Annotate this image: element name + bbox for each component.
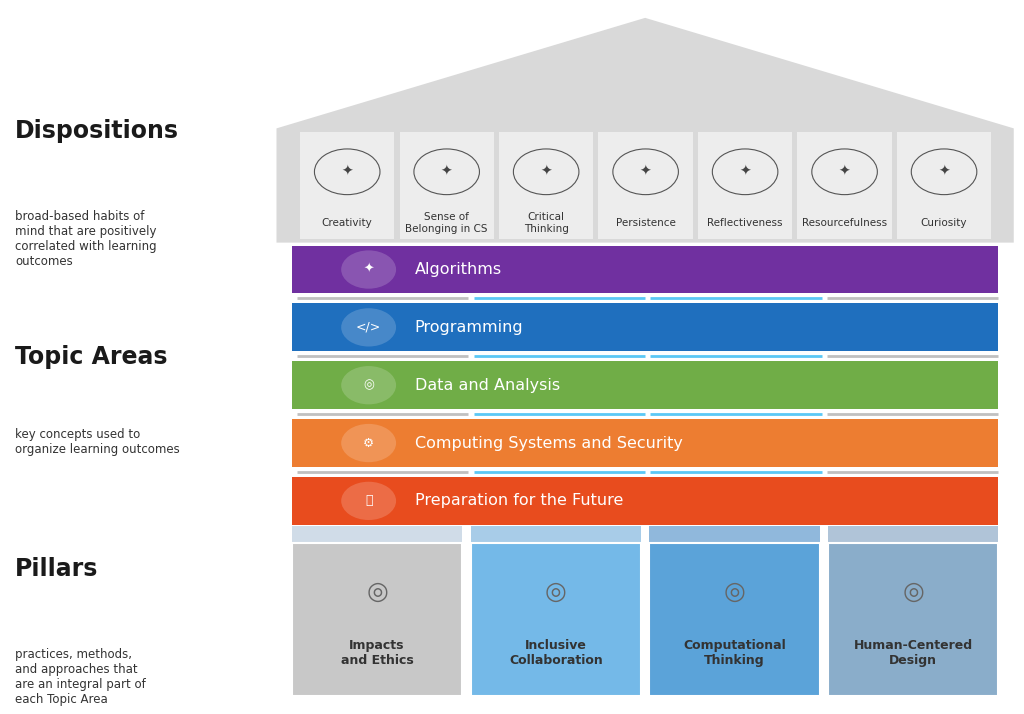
Text: Reflectiveness: Reflectiveness xyxy=(708,218,783,228)
FancyBboxPatch shape xyxy=(292,419,998,467)
Text: Computational
Thinking: Computational Thinking xyxy=(683,639,785,667)
Text: ◎: ◎ xyxy=(902,580,924,604)
FancyBboxPatch shape xyxy=(300,132,394,239)
FancyBboxPatch shape xyxy=(292,303,998,351)
Text: ◎: ◎ xyxy=(724,580,745,604)
Text: ✦: ✦ xyxy=(938,165,950,178)
Text: Data and Analysis: Data and Analysis xyxy=(415,378,560,393)
Text: Creativity: Creativity xyxy=(322,218,373,228)
Text: ⏰: ⏰ xyxy=(365,494,373,508)
FancyBboxPatch shape xyxy=(798,132,892,239)
Circle shape xyxy=(341,366,396,404)
Text: Critical
Thinking: Critical Thinking xyxy=(523,212,568,234)
Circle shape xyxy=(341,308,396,346)
FancyBboxPatch shape xyxy=(292,246,998,293)
Text: Inclusive
Collaboration: Inclusive Collaboration xyxy=(509,639,603,667)
FancyBboxPatch shape xyxy=(292,477,998,525)
Text: Topic Areas: Topic Areas xyxy=(15,345,168,368)
Text: ✦: ✦ xyxy=(640,165,651,178)
FancyBboxPatch shape xyxy=(827,543,998,696)
Text: Resourcefulness: Resourcefulness xyxy=(802,218,887,228)
Text: Programming: Programming xyxy=(415,320,523,335)
Text: Human-Centered
Design: Human-Centered Design xyxy=(854,639,973,667)
Polygon shape xyxy=(827,526,998,543)
Text: ◎: ◎ xyxy=(367,580,388,604)
FancyBboxPatch shape xyxy=(598,132,693,239)
Text: practices, methods,
and approaches that
are an integral part of
each Topic Area: practices, methods, and approaches that … xyxy=(15,648,146,706)
Circle shape xyxy=(341,482,396,520)
Text: Computing Systems and Security: Computing Systems and Security xyxy=(415,436,683,451)
Text: ◎: ◎ xyxy=(545,580,566,604)
Text: ✦: ✦ xyxy=(341,165,353,178)
Text: Preparation for the Future: Preparation for the Future xyxy=(415,493,623,508)
Polygon shape xyxy=(276,18,1014,243)
Text: broad-based habits of
mind that are positively
correlated with learning
outcomes: broad-based habits of mind that are posi… xyxy=(15,210,157,268)
FancyBboxPatch shape xyxy=(292,543,462,696)
Text: Curiosity: Curiosity xyxy=(921,218,968,228)
Text: Pillars: Pillars xyxy=(15,558,98,581)
Text: ✦: ✦ xyxy=(839,165,850,178)
FancyBboxPatch shape xyxy=(698,132,793,239)
Text: ✦: ✦ xyxy=(364,263,374,276)
Text: ⚙: ⚙ xyxy=(364,436,374,450)
FancyBboxPatch shape xyxy=(499,132,593,239)
Text: Sense of
Belonging in CS: Sense of Belonging in CS xyxy=(406,212,487,234)
Text: ✦: ✦ xyxy=(441,165,453,178)
FancyBboxPatch shape xyxy=(649,543,819,696)
Text: Dispositions: Dispositions xyxy=(15,119,179,144)
FancyBboxPatch shape xyxy=(399,132,494,239)
Text: </>: </> xyxy=(356,321,381,334)
FancyBboxPatch shape xyxy=(470,543,641,696)
Text: key concepts used to
organize learning outcomes: key concepts used to organize learning o… xyxy=(15,428,180,456)
Text: ◎: ◎ xyxy=(364,378,374,392)
Text: ✦: ✦ xyxy=(739,165,751,178)
Polygon shape xyxy=(292,526,462,543)
Text: Impacts
and Ethics: Impacts and Ethics xyxy=(341,639,414,667)
Text: ✦: ✦ xyxy=(541,165,552,178)
FancyBboxPatch shape xyxy=(897,132,991,239)
Polygon shape xyxy=(649,526,819,543)
Circle shape xyxy=(341,251,396,288)
Polygon shape xyxy=(470,526,641,543)
Circle shape xyxy=(341,424,396,462)
Text: Algorithms: Algorithms xyxy=(415,262,502,277)
FancyBboxPatch shape xyxy=(292,361,998,409)
Text: Persistence: Persistence xyxy=(615,218,676,228)
